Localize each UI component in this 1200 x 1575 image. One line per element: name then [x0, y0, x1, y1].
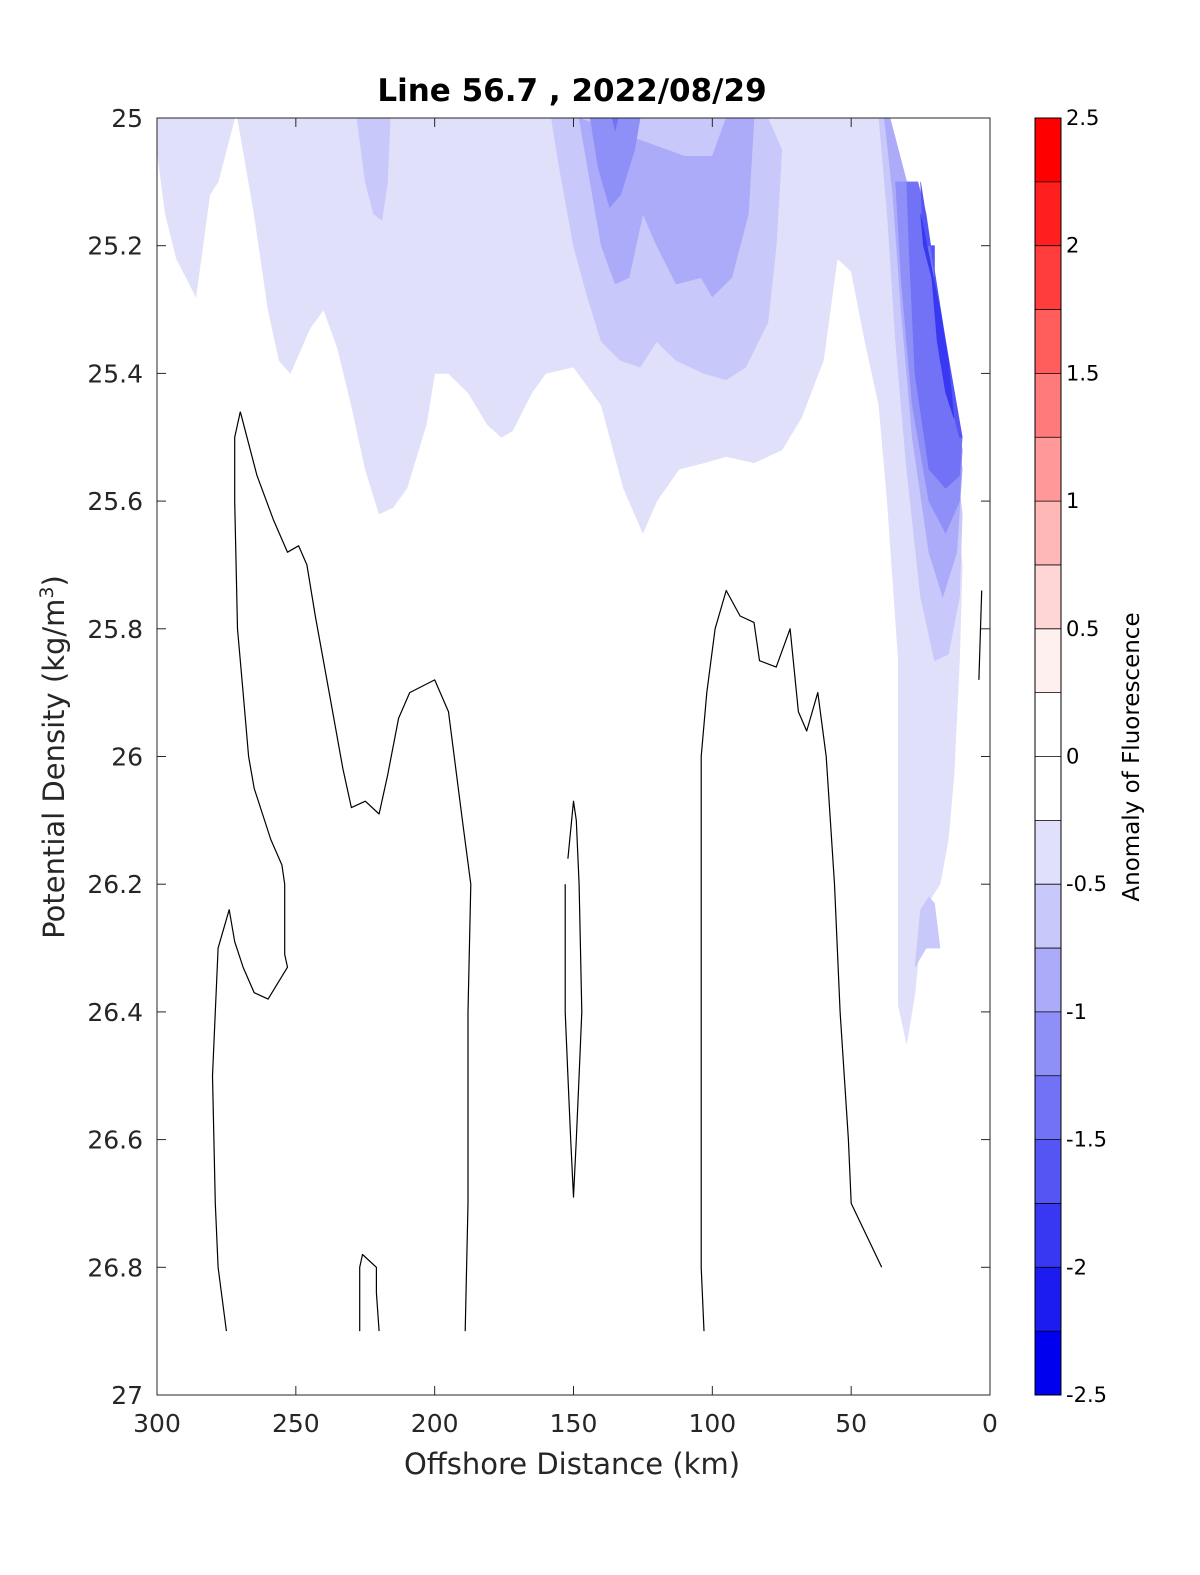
- colorbar-segment: [1035, 820, 1061, 885]
- y-tick-label: 25.4: [87, 359, 143, 388]
- y-axis: 25 25.2 25.4 25.6 25.8 26 26.2 26.4 26.6 26.8 27: [87, 104, 990, 1410]
- x-tick-label: 100: [688, 1409, 736, 1438]
- y-tick-label: 26.6: [87, 1126, 143, 1155]
- colorbar-segment: [1035, 1011, 1061, 1077]
- x-tick-label: 150: [550, 1409, 598, 1438]
- y-tick-label: 26.8: [87, 1253, 143, 1282]
- colorbar-frame: [1034, 117, 1062, 1396]
- x-axis-label: Offshore Distance (km): [404, 1447, 740, 1481]
- colorbar-tick-label: 2.5: [1066, 106, 1099, 130]
- colorbar-tick-label: -1: [1066, 1000, 1087, 1024]
- x-axis: 300 250 200 150 100 50 0: [133, 118, 998, 1438]
- y-tick-label: 26: [111, 743, 143, 772]
- y-tick-label: 25: [111, 104, 143, 133]
- y-axis-label-main: Potential Density (kg/m: [37, 599, 71, 939]
- colorbar-segment: [1035, 1267, 1061, 1332]
- colorbar-label: Anomaly of Fluorescence: [1119, 612, 1145, 901]
- y-tick-label: 25.2: [87, 232, 143, 261]
- colorbar-segment: [1035, 245, 1061, 311]
- colorbar-tick-label: -1.5: [1066, 1128, 1107, 1152]
- y-tick-label: 26.2: [87, 870, 143, 899]
- colorbar-segment: [1035, 373, 1061, 438]
- colorbar-segment: [1035, 628, 1061, 694]
- colorbar-segment: [1035, 564, 1061, 630]
- filled-region-9: [612, 118, 619, 131]
- y-tick-label: 25.8: [87, 615, 143, 644]
- colorbar-segment: [1035, 1331, 1061, 1396]
- colorbar-tick-label: 1: [1066, 489, 1079, 513]
- colorbar-segment: [1035, 948, 1061, 1013]
- colorbar-segment: [1035, 309, 1061, 374]
- filled-contours: [157, 118, 963, 1044]
- contour-line-1: [239, 411, 472, 1332]
- contour-line-4: [700, 589, 883, 1332]
- colorbar-tick-label: 1.5: [1066, 361, 1099, 385]
- colorbar-tick-label: 0.5: [1066, 617, 1099, 641]
- y-axis-label-sup: 3: [36, 586, 58, 598]
- x-tick-label: 200: [411, 1409, 459, 1438]
- colorbar-segment: [1035, 884, 1061, 949]
- contour-line-2: [359, 1253, 380, 1332]
- x-tick-label: 50: [835, 1409, 867, 1438]
- colorbar-tick-label: -2.5: [1066, 1383, 1107, 1407]
- colorbar-segment: [1035, 1075, 1061, 1141]
- x-tick-label: 0: [982, 1409, 998, 1438]
- colorbar-tick-label: 0: [1066, 745, 1079, 769]
- y-tick-label: 26.4: [87, 998, 143, 1027]
- filled-region-4: [914, 896, 941, 968]
- y-tick-label: 27: [111, 1381, 143, 1410]
- x-tick-label: 250: [272, 1409, 320, 1438]
- filled-region-12: [920, 213, 955, 419]
- colorbar-segment: [1035, 181, 1061, 247]
- colorbar-segment: [1035, 501, 1061, 566]
- filled-region-1: [356, 118, 391, 221]
- y-axis-label: Potential Density (kg/m3): [36, 575, 71, 939]
- x-tick-label: 300: [133, 1409, 181, 1438]
- colorbar-segment: [1035, 118, 1061, 183]
- y-axis-label-close: ): [37, 575, 71, 586]
- colorbar-tick-label: 2: [1066, 234, 1079, 258]
- colorbar: 2.5 2 1.5 1 0.5 0 -0.5 -1 -1.5 -2 -2.5: [1034, 106, 1107, 1407]
- filled-region-7: [589, 118, 641, 209]
- colorbar-tick-label: -2: [1066, 1255, 1087, 1279]
- colorbar-segment: [1035, 437, 1061, 502]
- zero-contour-lines: [211, 411, 983, 1332]
- contour-line-5: [978, 590, 983, 680]
- contour-line-0: [211, 411, 289, 1332]
- chart-title: Line 56.7 , 2022/08/29: [377, 73, 766, 109]
- colorbar-segment: [1035, 1203, 1061, 1268]
- colorbar-tick-label: -0.5: [1066, 872, 1107, 896]
- colorbar-segment: [1035, 1139, 1061, 1204]
- contour-line-3: [564, 800, 583, 1198]
- y-tick-label: 25.6: [87, 487, 143, 516]
